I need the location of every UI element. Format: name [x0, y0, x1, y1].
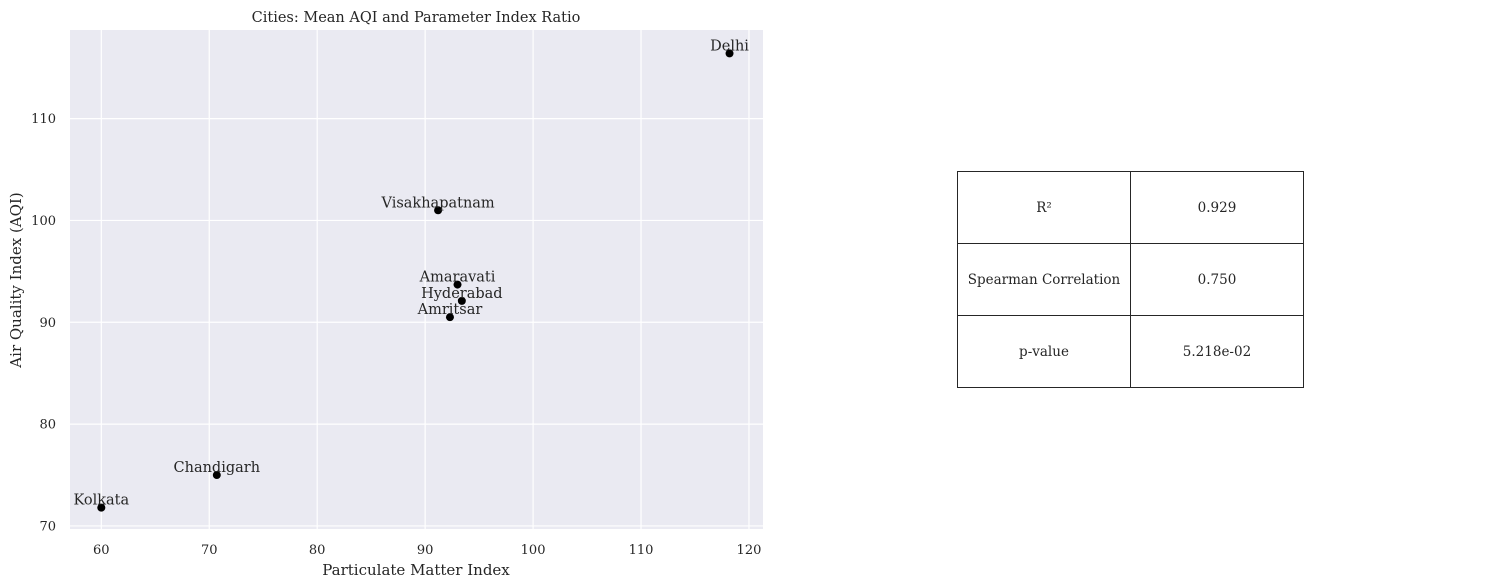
x-tick-label: 120 [737, 543, 762, 558]
point-label: Amritsar [417, 302, 483, 318]
data-points: Delhi Visakhapatnam AmaravatiHyderabadAmri… [73, 38, 749, 512]
stat-value-r2: 0.929 [1130, 171, 1304, 244]
y-axis-label: Air Quality Index (AQI) [7, 192, 25, 368]
y-tick-label: 90 [39, 316, 56, 331]
data-point [434, 206, 443, 215]
point-label: Amaravati [419, 270, 496, 286]
stat-label-r2: R² [957, 171, 1131, 244]
data-point [725, 49, 734, 58]
table-row: Spearman Correlation 0.750 [957, 243, 1304, 316]
plot-area [70, 30, 763, 529]
x-tick-label: 90 [417, 543, 434, 558]
point-label: Delhi [710, 38, 749, 54]
x-tick-label: 100 [521, 543, 546, 558]
x-tick-label: 60 [93, 543, 110, 558]
stat-label-spearman: Spearman Correlation [957, 243, 1131, 316]
stat-label-pvalue: p-value [957, 315, 1131, 388]
stats-table: R² 0.929 Spearman Correlation 0.750 p-va… [957, 171, 1304, 388]
data-point [453, 280, 462, 289]
x-tick-label: 110 [629, 543, 654, 558]
x-axis-label: Particulate Matter Index [322, 561, 510, 579]
x-tick-label: 70 [201, 543, 218, 558]
grid-lines [70, 30, 763, 529]
table-row: p-value 5.218e-02 [957, 315, 1304, 388]
y-tick-label: 70 [39, 519, 56, 534]
y-tick-label: 80 [39, 418, 56, 433]
tick-labels: 60 70 80 90 100 110 120 70 80 90 100 110 [31, 112, 761, 558]
data-point [457, 296, 466, 305]
point-label: Hyderabad [421, 286, 503, 302]
point-label: Chandigarh [174, 460, 261, 476]
y-tick-label: 100 [31, 214, 56, 229]
data-point [212, 471, 221, 480]
point-label: Kolkata [73, 493, 129, 509]
stat-value-spearman: 0.750 [1130, 243, 1304, 316]
data-point [97, 503, 106, 512]
table-row: R² 0.929 [957, 171, 1304, 244]
x-tick-label: 80 [309, 543, 326, 558]
data-point [445, 313, 454, 322]
stat-value-pvalue: 5.218e-02 [1130, 315, 1304, 388]
y-tick-label: 110 [31, 112, 56, 127]
chart-title: Cities: Mean AQI and Parameter Index Rat… [252, 10, 581, 26]
point-label: Visakhapatnam [380, 195, 494, 211]
